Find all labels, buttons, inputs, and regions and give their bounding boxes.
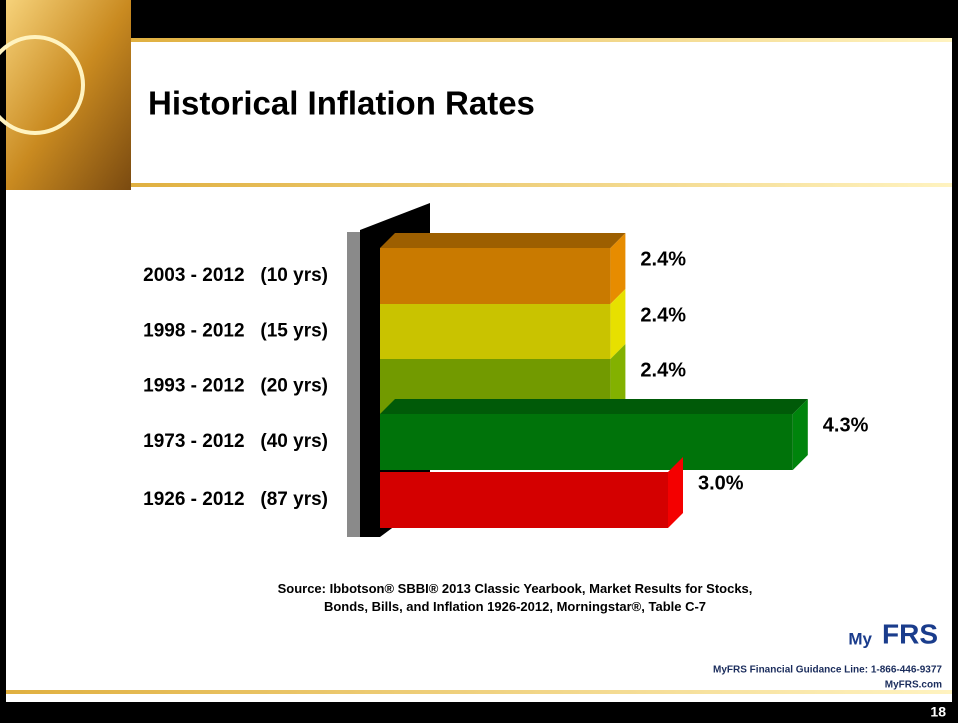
top-bar — [0, 0, 958, 38]
bar-top — [380, 233, 626, 248]
bar-side — [668, 457, 683, 528]
value-label: 4.3% — [823, 414, 869, 436]
category-label: 2003 - 2012 (10 yrs) — [143, 265, 328, 286]
logo-my: My — [848, 629, 872, 648]
value-label: 2.4% — [640, 248, 686, 270]
value-label: 3.0% — [698, 472, 744, 494]
plot: 2003 - 2012 (10 yrs) 2.4% 1998 - 2012 (15 … — [143, 233, 869, 528]
page-number: 18 — [930, 704, 946, 720]
site: MyFRS.com — [885, 680, 942, 691]
category-label: 1993 - 2012 (20 yrs) — [143, 376, 328, 397]
bar-side — [610, 233, 626, 304]
logo-frs: FRS — [882, 618, 938, 649]
bar — [380, 472, 668, 528]
wall-side — [347, 232, 360, 537]
bar — [380, 414, 793, 470]
source: Source: Ibbotson® SBBI® 2013 Classic Yea… — [278, 581, 753, 614]
bar-side — [610, 289, 626, 359]
top-rule — [131, 38, 952, 42]
bottom-rule — [6, 690, 952, 694]
value-label: 2.4% — [640, 304, 686, 326]
bottom-bar — [0, 702, 958, 723]
category-label: 1926 - 2012 (87 yrs) — [143, 489, 328, 510]
source-text: Bonds, Bills, and Inflation 1926-2012, M… — [324, 599, 706, 614]
clock-face — [0, 35, 85, 135]
source-text: Source: Ibbotson® SBBI® 2013 Classic Yea… — [278, 581, 753, 596]
category-label: 1998 - 2012 (15 yrs) — [143, 321, 328, 342]
category-label: 1973 - 2012 (40 yrs) — [143, 431, 328, 452]
left-border — [0, 0, 6, 723]
bar — [380, 248, 611, 304]
clock-image — [6, 0, 131, 190]
bar-side — [610, 344, 626, 414]
bar — [380, 304, 611, 359]
right-border — [952, 0, 958, 723]
bar-side — [792, 399, 808, 470]
guidance-line: MyFRS Financial Guidance Line: 1-866-446… — [713, 665, 942, 676]
value-label: 2.4% — [640, 359, 686, 381]
bar-top — [380, 399, 808, 414]
chart-title: Historical Inflation Rates — [148, 85, 535, 122]
title-rule — [131, 183, 952, 187]
